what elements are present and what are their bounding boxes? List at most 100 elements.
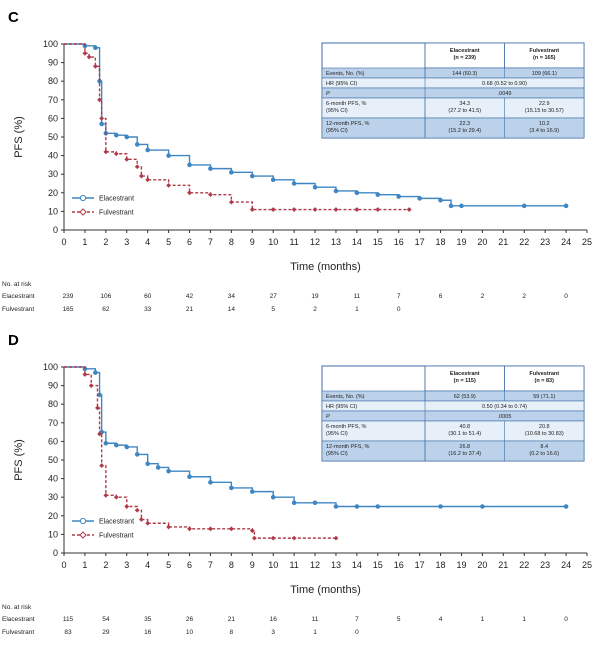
x-tick-label: 12 bbox=[310, 560, 320, 570]
stats-cell: 62 (53.9) bbox=[454, 394, 476, 400]
y-tick-label: 20 bbox=[48, 511, 58, 521]
y-axis-title: PFS (%) bbox=[13, 116, 25, 158]
censor-marker bbox=[406, 207, 412, 212]
risk-count: 21 bbox=[186, 306, 194, 313]
stats-cell: (27.2 to 41.5) bbox=[448, 108, 481, 114]
x-tick-label: 5 bbox=[166, 237, 171, 247]
censor-marker bbox=[396, 194, 402, 199]
x-tick-label: 18 bbox=[436, 560, 446, 570]
legend-marker bbox=[79, 517, 87, 525]
censor-marker bbox=[228, 199, 234, 205]
stats-row-label: Events, No. (%) bbox=[326, 71, 365, 77]
series-line-fulvestrant bbox=[64, 366, 336, 539]
censor-marker bbox=[145, 520, 151, 526]
stats-row-label: (95% CI) bbox=[326, 451, 348, 457]
risk-count: 8 bbox=[230, 629, 234, 636]
censor-marker bbox=[333, 188, 339, 194]
censor-marker bbox=[251, 535, 257, 541]
censor-marker bbox=[448, 203, 454, 209]
censor-marker bbox=[208, 480, 213, 485]
stats-cell: 144 (60.3) bbox=[452, 71, 477, 77]
y-tick-label: 40 bbox=[48, 151, 58, 161]
x-tick-label: 9 bbox=[250, 560, 255, 570]
censor-marker bbox=[312, 207, 318, 212]
x-tick-label: 17 bbox=[415, 237, 425, 247]
risk-count: 239 bbox=[63, 293, 74, 300]
stats-row-label: 12-month PFS, % bbox=[326, 444, 370, 450]
censor-marker bbox=[438, 197, 443, 203]
risk-count: 0 bbox=[564, 293, 568, 300]
y-tick-label: 100 bbox=[43, 362, 58, 372]
stats-cell: (15.2 to 29.4) bbox=[448, 128, 481, 134]
stats-col-header: (n = 115) bbox=[454, 378, 476, 384]
x-tick-label: 19 bbox=[456, 237, 466, 247]
censor-marker bbox=[375, 207, 381, 212]
risk-count: 7 bbox=[355, 616, 359, 623]
censor-marker bbox=[155, 465, 161, 470]
y-tick-label: 80 bbox=[48, 399, 58, 409]
censor-marker bbox=[88, 383, 94, 388]
x-tick-label: 12 bbox=[310, 237, 320, 247]
risk-table-header: No. at risk bbox=[2, 604, 32, 611]
censor-marker bbox=[124, 444, 130, 450]
x-tick-label: 7 bbox=[208, 560, 213, 570]
censor-marker bbox=[333, 207, 339, 212]
censor-marker bbox=[103, 149, 109, 155]
censor-marker bbox=[114, 442, 119, 448]
censor-marker bbox=[521, 203, 527, 209]
y-axis-title: PFS (%) bbox=[13, 439, 25, 481]
risk-count: 5 bbox=[271, 306, 275, 313]
stats-cell: (10.68 to 30.83) bbox=[525, 431, 564, 437]
stats-row-label: 6-month PFS, % bbox=[326, 424, 366, 430]
y-tick-label: 10 bbox=[48, 206, 58, 216]
censor-marker bbox=[228, 526, 234, 532]
censor-marker bbox=[103, 492, 109, 498]
x-tick-label: 24 bbox=[561, 560, 571, 570]
panel-label: D bbox=[8, 332, 19, 349]
censor-marker bbox=[97, 97, 102, 103]
y-tick-label: 100 bbox=[43, 39, 58, 49]
censor-marker bbox=[82, 50, 88, 56]
censor-marker bbox=[270, 207, 276, 212]
stats-row-label: (95% CI) bbox=[326, 431, 348, 437]
censor-marker bbox=[124, 504, 130, 509]
censor-marker bbox=[291, 535, 297, 541]
x-tick-label: 21 bbox=[498, 237, 508, 247]
x-tick-label: 23 bbox=[540, 237, 550, 247]
risk-count: 0 bbox=[355, 629, 359, 636]
stats-cell: .0005 bbox=[498, 414, 512, 420]
risk-count: 1 bbox=[481, 616, 485, 623]
censor-marker bbox=[249, 528, 255, 534]
censor-marker bbox=[249, 173, 255, 179]
censor-marker bbox=[208, 166, 213, 171]
censor-marker bbox=[417, 196, 422, 201]
x-tick-label: 17 bbox=[415, 560, 425, 570]
censor-marker bbox=[270, 177, 276, 183]
stats-row-label: (95% CI) bbox=[326, 128, 348, 134]
censor-marker bbox=[134, 452, 140, 457]
stats-cell: (16.2 to 37.4) bbox=[448, 451, 481, 457]
risk-count: 21 bbox=[228, 616, 236, 623]
stats-row-label: HR (95% CI) bbox=[326, 81, 357, 87]
y-tick-label: 50 bbox=[48, 455, 58, 465]
risk-count: 19 bbox=[311, 293, 319, 300]
stats-row bbox=[321, 77, 585, 89]
risk-count: 2 bbox=[481, 293, 485, 300]
stats-head-cell bbox=[424, 365, 505, 392]
x-tick-label: 13 bbox=[331, 560, 341, 570]
stats-row-label: P bbox=[326, 91, 330, 97]
y-tick-label: 30 bbox=[48, 169, 58, 179]
risk-count: 10 bbox=[186, 629, 194, 636]
risk-count: 34 bbox=[228, 293, 236, 300]
risk-count: 14 bbox=[228, 306, 236, 313]
censor-marker bbox=[187, 474, 192, 480]
legend-label: Fulvestrant bbox=[99, 533, 134, 540]
risk-count: 5 bbox=[397, 616, 401, 623]
risk-count: 33 bbox=[144, 306, 152, 313]
x-tick-label: 18 bbox=[436, 237, 446, 247]
stats-row bbox=[321, 87, 585, 99]
x-tick-label: 3 bbox=[124, 237, 129, 247]
stats-cell: 8.4 bbox=[540, 444, 548, 450]
stats-row-label: (95% CI) bbox=[326, 108, 348, 114]
stats-row bbox=[321, 400, 585, 412]
